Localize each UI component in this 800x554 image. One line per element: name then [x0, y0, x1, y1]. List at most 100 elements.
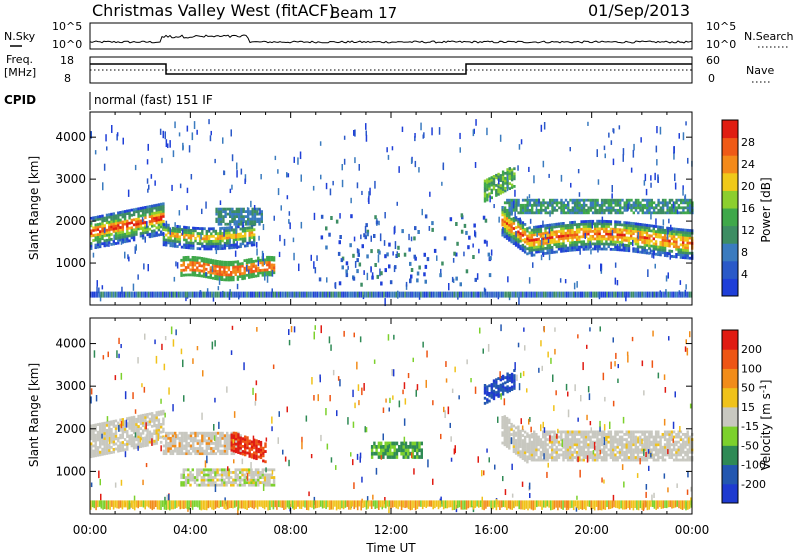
data-cell [210, 234, 213, 238]
data-cell [562, 244, 565, 248]
data-cell [103, 447, 106, 451]
data-cell [575, 456, 579, 459]
data-cell [198, 447, 202, 450]
data-cell [180, 476, 183, 479]
data-cell [229, 220, 232, 224]
data-cell [625, 231, 628, 235]
data-cell [612, 438, 615, 442]
data-cell [366, 229, 370, 234]
data-cell [117, 436, 120, 440]
data-cell [659, 445, 662, 449]
data-cell [167, 447, 170, 450]
data-cell [383, 240, 386, 246]
data-cell [119, 226, 122, 229]
data-cell [612, 453, 615, 457]
data-cell [162, 444, 166, 448]
data-cell [235, 220, 239, 224]
data-cell [618, 240, 622, 244]
data-cell [99, 235, 102, 239]
data-cell [254, 274, 258, 278]
data-cell [613, 128, 615, 134]
data-cell [639, 245, 642, 249]
data-cell [198, 442, 202, 445]
data-cell [616, 233, 619, 237]
data-cell [101, 429, 104, 433]
data-cell [169, 436, 172, 440]
data-cell [584, 220, 588, 223]
data-cell [226, 431, 229, 435]
data-cell [195, 291, 197, 298]
data-cell [234, 273, 237, 277]
data-cell [202, 473, 206, 477]
data-cell [575, 433, 579, 436]
data-cell [234, 471, 237, 474]
data-cell [546, 239, 549, 242]
data-cell [189, 439, 193, 443]
data-cell [578, 225, 581, 229]
data-cell [171, 439, 175, 443]
data-cell [645, 453, 649, 457]
data-cell [555, 201, 559, 205]
data-cell [648, 206, 651, 210]
data-cell [533, 243, 536, 247]
data-cell [235, 207, 239, 211]
data-cell [224, 215, 227, 219]
data-cell [183, 431, 186, 435]
data-cell [639, 230, 642, 234]
data-cell [643, 198, 647, 202]
data-cell [548, 254, 551, 261]
data-cell [443, 236, 447, 241]
data-cell [659, 448, 662, 452]
data-cell [551, 450, 554, 454]
data-cell [512, 237, 516, 240]
data-cell [169, 227, 171, 235]
data-cell [418, 265, 421, 270]
data-cell [268, 476, 271, 479]
data-cell [598, 219, 601, 223]
data-cell [567, 201, 569, 206]
data-cell [582, 220, 585, 224]
data-cell [209, 471, 212, 474]
data-cell [664, 201, 667, 205]
data-cell [148, 210, 152, 213]
data-cell [513, 167, 516, 171]
data-cell [502, 227, 504, 233]
data-cell [668, 456, 671, 459]
data-cell [648, 241, 651, 245]
data-cell [176, 237, 179, 241]
data-cell [551, 456, 554, 459]
data-cell [601, 216, 604, 224]
data-cell [263, 478, 267, 482]
data-cell [207, 439, 211, 443]
data-cell [251, 220, 254, 224]
data-cell [174, 439, 177, 443]
data-cell [569, 246, 572, 250]
data-cell [618, 438, 622, 442]
data-cell [479, 291, 482, 298]
data-cell [226, 452, 229, 456]
data-cell [478, 291, 480, 298]
data-cell [290, 291, 292, 298]
data-cell [151, 435, 154, 438]
data-cell [406, 291, 408, 298]
data-cell [650, 224, 653, 228]
data-cell [582, 440, 585, 444]
data-cell [539, 245, 543, 248]
data-cell [603, 458, 606, 462]
data-cell [94, 454, 97, 458]
data-cell [514, 218, 518, 222]
data-cell [569, 241, 572, 245]
data-cell [598, 229, 601, 233]
data-cell [553, 223, 556, 226]
data-cell [689, 206, 692, 210]
data-cell [569, 438, 572, 442]
data-cell [663, 233, 667, 237]
data-cell [227, 268, 231, 272]
data-cell [250, 265, 253, 269]
data-cell [664, 291, 666, 298]
data-cell [654, 433, 658, 436]
data-cell [533, 228, 536, 232]
data-cell [442, 164, 444, 169]
data-cell [471, 291, 473, 298]
data-cell [268, 255, 271, 259]
